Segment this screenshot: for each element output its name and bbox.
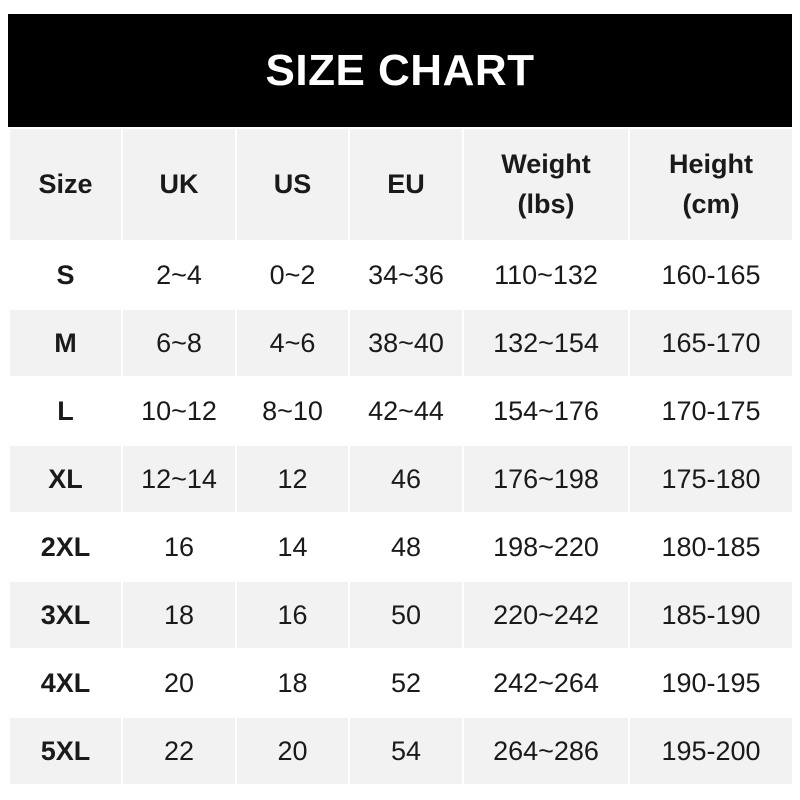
cell-uk: 12~14 (121, 444, 237, 514)
table-row: L 10~12 8~10 42~44 154~176 170-175 (8, 376, 794, 446)
cell-height: 175-180 (628, 444, 794, 514)
table-row: 3XL 18 16 50 220~242 185-190 (8, 580, 794, 650)
cell-uk: 10~12 (121, 376, 237, 446)
cell-us: 8~10 (235, 376, 350, 446)
cell-uk: 16 (121, 512, 237, 582)
column-header-us: US (235, 127, 350, 242)
cell-size: 3XL (8, 580, 123, 650)
cell-height: 165-170 (628, 308, 794, 378)
cell-uk: 18 (121, 580, 237, 650)
size-chart-table: Size UK US EU Weight (lbs) Height (cm) S 2~4 0~… (8, 127, 794, 786)
cell-size: L (8, 376, 123, 446)
cell-weight: 132~154 (462, 308, 630, 378)
cell-uk: 22 (121, 716, 237, 786)
cell-size: S (8, 240, 123, 310)
cell-uk: 2~4 (121, 240, 237, 310)
table-row: M 6~8 4~6 38~40 132~154 165-170 (8, 308, 794, 378)
cell-weight: 110~132 (462, 240, 630, 310)
cell-eu: 38~40 (348, 308, 464, 378)
cell-uk: 20 (121, 648, 237, 718)
cell-size: 4XL (8, 648, 123, 718)
column-header-eu: EU (348, 127, 464, 242)
table-row: 5XL 22 20 54 264~286 195-200 (8, 716, 794, 786)
cell-weight: 154~176 (462, 376, 630, 446)
cell-eu: 52 (348, 648, 464, 718)
cell-height: 180-185 (628, 512, 794, 582)
cell-height: 185-190 (628, 580, 794, 650)
cell-eu: 42~44 (348, 376, 464, 446)
cell-weight: 176~198 (462, 444, 630, 514)
cell-size: 2XL (8, 512, 123, 582)
cell-us: 0~2 (235, 240, 350, 310)
cell-height: 170-175 (628, 376, 794, 446)
cell-size: XL (8, 444, 123, 514)
cell-eu: 54 (348, 716, 464, 786)
cell-weight: 242~264 (462, 648, 630, 718)
header-row: Size UK US EU Weight (lbs) Height (cm) (8, 127, 794, 242)
cell-us: 16 (235, 580, 350, 650)
cell-height: 195-200 (628, 716, 794, 786)
cell-eu: 50 (348, 580, 464, 650)
cell-eu: 34~36 (348, 240, 464, 310)
cell-us: 14 (235, 512, 350, 582)
cell-us: 18 (235, 648, 350, 718)
cell-eu: 46 (348, 444, 464, 514)
column-header-height: Height (cm) (628, 127, 794, 242)
size-chart-title: SIZE CHART (8, 14, 792, 127)
column-header-uk: UK (121, 127, 237, 242)
cell-height: 160-165 (628, 240, 794, 310)
cell-eu: 48 (348, 512, 464, 582)
cell-weight: 198~220 (462, 512, 630, 582)
cell-uk: 6~8 (121, 308, 237, 378)
column-header-weight: Weight (lbs) (462, 127, 630, 242)
column-header-size: Size (8, 127, 123, 242)
table-row: XL 12~14 12 46 176~198 175-180 (8, 444, 794, 514)
table-row: S 2~4 0~2 34~36 110~132 160-165 (8, 240, 794, 310)
table-row: 2XL 16 14 48 198~220 180-185 (8, 512, 794, 582)
table-row: 4XL 20 18 52 242~264 190-195 (8, 648, 794, 718)
cell-us: 12 (235, 444, 350, 514)
cell-weight: 264~286 (462, 716, 630, 786)
cell-us: 20 (235, 716, 350, 786)
cell-size: M (8, 308, 123, 378)
cell-height: 190-195 (628, 648, 794, 718)
cell-weight: 220~242 (462, 580, 630, 650)
cell-size: 5XL (8, 716, 123, 786)
cell-us: 4~6 (235, 308, 350, 378)
